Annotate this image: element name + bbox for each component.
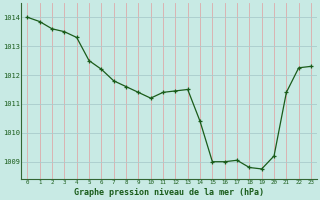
- X-axis label: Graphe pression niveau de la mer (hPa): Graphe pression niveau de la mer (hPa): [74, 188, 264, 197]
